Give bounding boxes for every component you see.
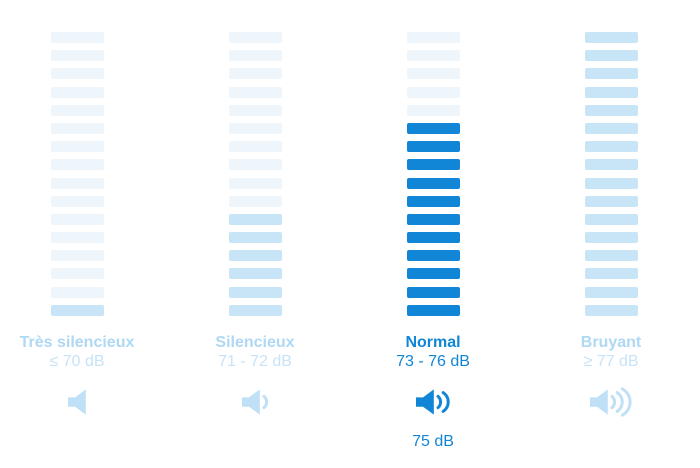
meter-segment-empty [228, 86, 282, 98]
meter-segment-empty [50, 250, 104, 262]
meter-segment-filled [584, 68, 638, 80]
column-db-range: ≥ 77 dB [583, 352, 639, 370]
speaker-0-waves-icon [67, 387, 87, 417]
meter-segment-filled [584, 50, 638, 62]
meter-segment-filled [584, 159, 638, 171]
meter-segment-empty [228, 195, 282, 207]
meter-segment-empty [50, 213, 104, 225]
meter-segment-empty [50, 50, 104, 62]
meter-segment-empty [50, 232, 104, 244]
meter-segment-filled [228, 286, 282, 298]
meter-segment-empty [228, 141, 282, 153]
bar-meter-silencieux [228, 32, 282, 316]
column-db-range: 71 - 72 dB [218, 352, 292, 370]
meter-segment-empty [406, 50, 460, 62]
meter-segment-empty [50, 68, 104, 80]
meter-segment-filled [584, 32, 638, 43]
bar-meter-tres-silencieux [50, 32, 104, 316]
meter-segment-filled [406, 250, 460, 262]
meter-segment-empty [50, 195, 104, 207]
bar-meter-normal [406, 32, 460, 316]
meter-segment-filled [406, 177, 460, 189]
noise-column-normal: Normal 73 - 76 dB 75 dB [358, 0, 508, 451]
bar-meter-bruyant [584, 32, 638, 316]
meter-segment-filled [406, 286, 460, 298]
meter-segment-filled [584, 213, 638, 225]
meter-segment-filled [406, 232, 460, 244]
meter-segment-filled [584, 250, 638, 262]
meter-segment-filled [584, 177, 638, 189]
meter-segment-empty [50, 141, 104, 153]
column-title: Très silencieux [19, 333, 135, 351]
meter-segment-empty [228, 104, 282, 116]
noise-column-silencieux: Silencieux 71 - 72 dB [180, 0, 330, 451]
meter-segment-empty [50, 104, 104, 116]
meter-segment-filled [406, 268, 460, 280]
noise-column-bruyant: Bruyant ≥ 77 dB [536, 0, 686, 451]
meter-segment-filled [584, 195, 638, 207]
meter-segment-filled [584, 286, 638, 298]
meter-segment-filled [406, 159, 460, 171]
column-title: Silencieux [215, 333, 295, 351]
meter-segment-empty [406, 104, 460, 116]
meter-segment-filled [50, 304, 104, 316]
meter-segment-filled [228, 250, 282, 262]
meter-segment-filled [406, 195, 460, 207]
meter-segment-filled [406, 122, 460, 134]
noise-column-tres-silencieux: Très silencieux ≤ 70 dB [2, 0, 152, 451]
meter-segment-filled [584, 122, 638, 134]
speaker-3-waves-icon [589, 387, 632, 417]
meter-segment-empty [228, 32, 282, 43]
meter-segment-empty [50, 268, 104, 280]
meter-segment-empty [50, 32, 104, 43]
meter-segment-empty [228, 177, 282, 189]
meter-segment-empty [50, 286, 104, 298]
meter-segment-empty [406, 32, 460, 43]
meter-segment-filled [584, 268, 638, 280]
meter-segment-empty [406, 68, 460, 80]
meter-segment-filled [406, 141, 460, 153]
meter-segment-empty [228, 50, 282, 62]
column-title: Normal [405, 333, 461, 351]
meter-segment-filled [584, 141, 638, 153]
speaker-2-waves-icon [416, 387, 450, 417]
meter-segment-empty [406, 86, 460, 98]
meter-segment-filled [228, 268, 282, 280]
meter-segment-filled [406, 304, 460, 316]
meter-segment-empty [228, 68, 282, 80]
meter-segment-filled [228, 213, 282, 225]
column-title: Bruyant [580, 333, 642, 351]
meter-segment-filled [584, 104, 638, 116]
meter-segment-empty [50, 86, 104, 98]
column-db-range: ≤ 70 dB [49, 352, 105, 370]
meter-segment-empty [228, 159, 282, 171]
meter-segment-empty [50, 159, 104, 171]
column-db-range: 73 - 76 dB [396, 352, 470, 370]
meter-segment-empty [228, 122, 282, 134]
meter-segment-filled [584, 304, 638, 316]
meter-segment-filled [584, 86, 638, 98]
meter-segment-filled [228, 304, 282, 316]
meter-segment-filled [584, 232, 638, 244]
meter-segment-empty [50, 177, 104, 189]
speaker-1-waves-icon [241, 387, 268, 417]
meter-segment-empty [50, 122, 104, 134]
noise-columns: Très silencieux ≤ 70 dB Silencieux 71 - 72 … [2, 0, 686, 451]
meter-segment-filled [406, 213, 460, 225]
selected-db-value: 75 dB [412, 432, 454, 450]
meter-segment-filled [228, 232, 282, 244]
